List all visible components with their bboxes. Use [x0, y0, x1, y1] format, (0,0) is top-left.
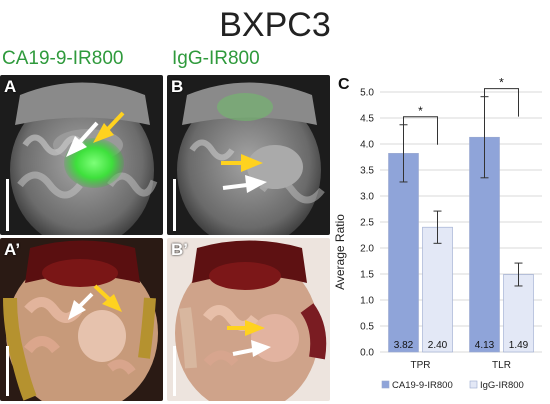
y-tick-label: 1.5: [360, 270, 374, 281]
legend-label: IgG-IR800: [480, 380, 524, 391]
scale-bar: [173, 346, 176, 396]
legend-swatch: [469, 380, 478, 389]
panel-a-prime-image: A’: [0, 238, 163, 401]
bar: [422, 226, 453, 353]
significance-bracket: [403, 116, 438, 145]
scale-bar: [173, 179, 176, 231]
yellow-arrow-icon: [93, 111, 125, 143]
significance-bracket: [484, 88, 519, 117]
x-tick-label: TPR: [411, 360, 431, 371]
y-tick-label: 3.0: [360, 192, 374, 203]
y-tick-label: 0.5: [360, 322, 374, 333]
panel-letter-b-prime: B’: [171, 240, 188, 259]
y-tick-label: 2.5: [360, 218, 374, 229]
y-tick-label: 0.0: [360, 348, 374, 359]
panel-letter-a-prime: A’: [4, 240, 21, 259]
bar: [388, 153, 419, 353]
data-label: 4.13: [475, 340, 495, 351]
panel-letter-b: B: [171, 77, 184, 96]
scale-bar: [6, 346, 9, 396]
panel-a-image: A: [0, 75, 163, 235]
panel-b-prime-image: B’: [167, 238, 330, 401]
data-label: 1.49: [509, 340, 529, 351]
yellow-arrow-icon: [93, 284, 122, 312]
y-axis-label: Average Ratio: [333, 214, 347, 290]
panel-letter-a: A: [4, 77, 17, 96]
y-tick-label: 5.0: [360, 88, 374, 99]
panel-b-image: B: [167, 75, 330, 235]
white-arrow-icon: [232, 340, 271, 357]
yellow-arrow-icon: [227, 320, 265, 336]
significance-marker: *: [418, 104, 423, 118]
y-tick-label: 1.0: [360, 296, 374, 307]
data-label: 3.82: [394, 340, 414, 351]
column-label-igg: IgG-IR800: [172, 48, 260, 69]
white-arrow-icon: [68, 292, 94, 320]
y-tick-label: 3.5: [360, 166, 374, 177]
bar-chart: 0.0 0.5 1.0 1.5 2.0 2.5 3.0 3.5 4.0 4.5 5.0 Averag…: [333, 76, 542, 391]
x-tick-label: TLR: [492, 360, 511, 371]
legend-swatch: [381, 380, 390, 389]
column-label-ca19-9: CA19-9-IR800: [2, 48, 124, 69]
y-tick-label: 4.0: [360, 140, 374, 151]
figure-title: BXPC3: [219, 6, 331, 44]
legend-label: CA19-9-IR800: [392, 380, 453, 391]
significance-marker: *: [499, 76, 504, 90]
scale-bar: [6, 179, 9, 231]
data-label: 2.40: [428, 340, 448, 351]
panel-letter-c: C: [338, 76, 350, 93]
bar: [503, 274, 534, 353]
white-arrow-icon: [66, 121, 99, 157]
yellow-arrow-icon: [221, 154, 263, 172]
y-tick-label: 2.0: [360, 244, 374, 255]
y-tick-label: 4.5: [360, 114, 374, 125]
white-arrow-icon: [222, 175, 267, 193]
